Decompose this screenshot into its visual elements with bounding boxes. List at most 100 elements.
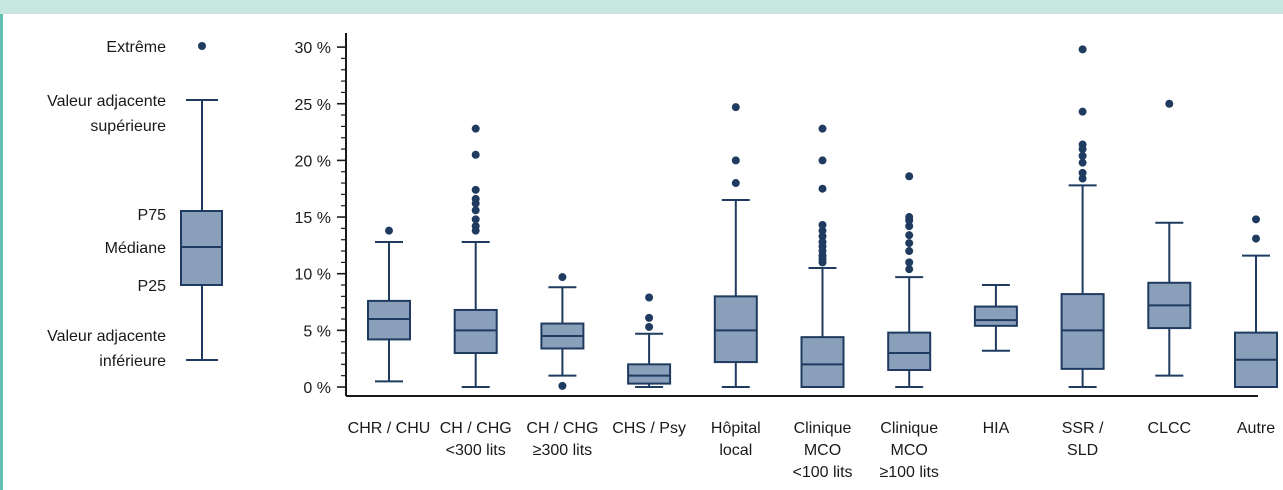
box: [367, 299, 411, 341]
outlier-point: [1252, 234, 1260, 243]
outlier-point: [1078, 174, 1087, 183]
legend-p75-label: P75: [138, 207, 167, 224]
y-tick-label: 0 %: [303, 380, 331, 397]
box-group: [627, 293, 672, 388]
box-group: [540, 273, 585, 390]
boxes: [367, 45, 1278, 390]
box-group: [973, 284, 1018, 352]
outlier-point: [905, 239, 914, 248]
outlier-point: [471, 124, 480, 133]
outlier-point: [818, 156, 827, 165]
outlier-point: [818, 237, 827, 246]
outlier-point: [385, 226, 393, 235]
outlier-point: [1078, 158, 1087, 167]
x-category-label: <100 lits: [792, 464, 852, 481]
x-category-label: Clinique: [794, 420, 852, 437]
x-category-label: ≥300 lits: [533, 442, 592, 459]
legend-extreme-marker: [198, 42, 206, 50]
outlier-point: [905, 231, 914, 240]
header-band: [0, 0, 1283, 14]
box-group: [1147, 99, 1192, 377]
x-category-label: SSR /: [1062, 420, 1104, 437]
outlier-point: [471, 194, 480, 203]
outlier-point: [1252, 215, 1260, 224]
x-category-label: CLCC: [1148, 420, 1192, 437]
legend-lower-adjacent-label-1: Valeur adjacente: [47, 328, 166, 345]
outlier-point: [1078, 140, 1087, 149]
outlier-point: [645, 322, 654, 331]
left-accent-rule: [0, 14, 3, 490]
outlier-point: [471, 185, 480, 194]
outlier-point: [905, 213, 914, 222]
x-category-label: <300 lits: [446, 442, 506, 459]
legend-extreme-label: Extrême: [106, 39, 166, 56]
box-group: [713, 103, 758, 388]
outlier-point: [471, 215, 480, 224]
legend: Extrême Valeur adjacente supérieure P75 …: [47, 39, 223, 370]
outlier-point: [558, 381, 567, 390]
x-category-label: CH / CHG: [440, 420, 512, 437]
box: [1060, 293, 1105, 370]
y-tick-label: 30 %: [295, 40, 331, 57]
outlier-point: [905, 258, 914, 267]
y-ticks: 0 % 5 % 10 % 15 % 20 % 25 % 30 %: [295, 40, 346, 397]
outlier-point: [905, 222, 914, 231]
y-tick-label: 10 %: [295, 267, 331, 284]
x-category-label: CHS / Psy: [612, 420, 686, 437]
legend-median-label: Médiane: [105, 240, 166, 257]
box: [973, 305, 1018, 327]
outlier-point: [1078, 45, 1087, 54]
outlier-point: [645, 313, 654, 322]
outlier-point: [1078, 151, 1087, 160]
outlier-point: [905, 172, 914, 181]
box-group: [367, 226, 411, 383]
box: [453, 308, 498, 355]
box-group: [887, 172, 932, 388]
x-category-label: CHR / CHU: [348, 420, 431, 437]
outlier-point: [471, 206, 480, 215]
box: [713, 295, 758, 364]
x-category-label: HIA: [983, 420, 1010, 437]
outlier-point: [731, 179, 740, 188]
outlier-point: [818, 220, 827, 229]
box: [887, 331, 932, 372]
x-category-label: ≥100 lits: [879, 464, 938, 481]
outlier-point: [818, 184, 827, 193]
outlier-point: [905, 265, 914, 274]
box-group: [453, 124, 498, 388]
outlier-point: [818, 124, 827, 133]
outlier-point: [645, 293, 654, 302]
x-category-label: Autre: [1237, 420, 1275, 437]
x-labels: CHR / CHU CH / CHG <300 lits CH / CHG ≥300 l…: [348, 420, 1276, 481]
legend-lower-adjacent-label-2: inférieure: [99, 353, 166, 370]
x-category-label: MCO: [804, 442, 841, 459]
x-category-label: local: [719, 442, 752, 459]
outlier-point: [731, 156, 740, 165]
box-group: [1060, 45, 1105, 388]
outlier-point: [1165, 99, 1174, 108]
outlier-point: [731, 103, 740, 112]
outlier-point: [818, 226, 827, 235]
outlier-point: [1078, 107, 1087, 116]
outlier-point: [905, 247, 914, 256]
outlier-point: [471, 150, 480, 159]
box-group: [800, 124, 845, 389]
x-category-label: Clinique: [880, 420, 938, 437]
y-tick-label: 5 %: [303, 323, 331, 340]
outlier-point: [818, 232, 827, 241]
box-group: [1234, 215, 1278, 388]
x-category-label: CH / CHG: [526, 420, 598, 437]
box: [800, 336, 845, 389]
box: [627, 363, 672, 385]
outlier-point: [1078, 168, 1087, 177]
legend-p25-label: P25: [138, 278, 167, 295]
x-category-label: MCO: [891, 442, 928, 459]
y-tick-label: 15 %: [295, 210, 331, 227]
outlier-point: [471, 222, 480, 231]
y-tick-label: 25 %: [295, 97, 331, 114]
legend-upper-adjacent-label-1: Valeur adjacente: [47, 93, 166, 110]
outlier-point: [558, 273, 567, 282]
x-category-label: SLD: [1067, 442, 1098, 459]
legend-upper-adjacent-label-2: supérieure: [90, 118, 166, 135]
